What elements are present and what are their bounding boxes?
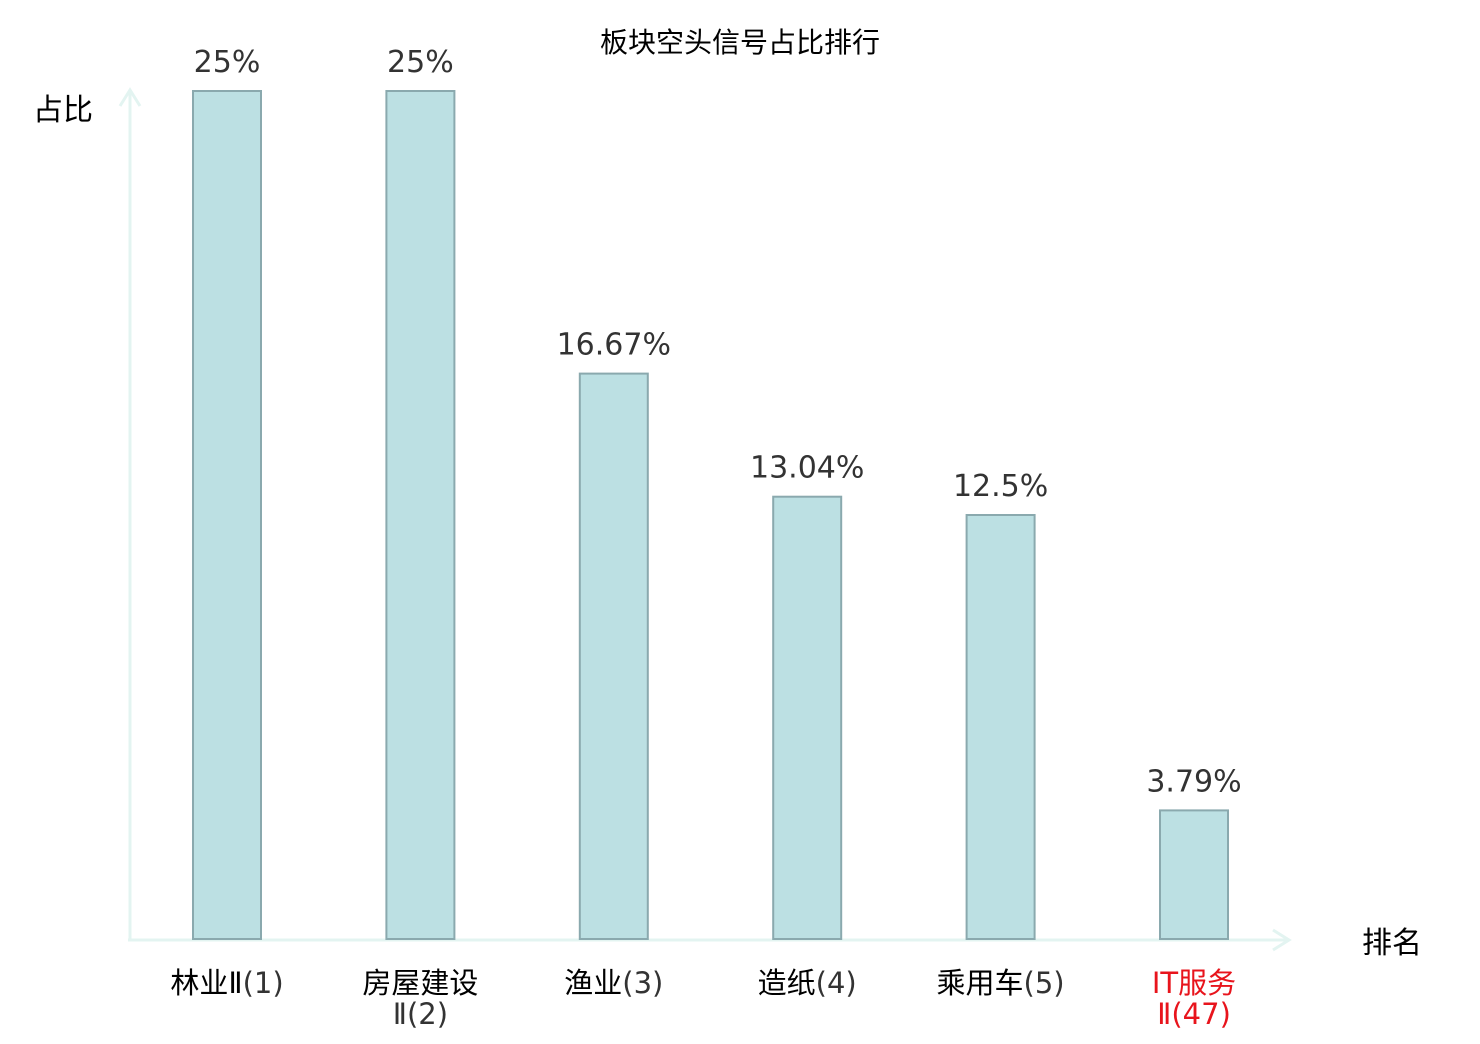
category-label: 渔业(3) (564, 966, 663, 1000)
category-name: 乘用车 (937, 966, 1024, 1000)
category-rank: (5) (1024, 966, 1065, 1000)
category-name: 林业Ⅱ (170, 966, 242, 1000)
y-axis-label: 占比 (33, 93, 93, 128)
category-label: 造纸(4) (758, 966, 857, 1000)
category-rank: Ⅱ(2) (393, 997, 448, 1031)
y-axis-arrow (118, 87, 142, 107)
value-label: 12.5% (953, 469, 1048, 504)
category-name: IT服务 (1152, 966, 1236, 1000)
category-label: 林业Ⅱ(1) (170, 966, 283, 1000)
category-name: 渔业 (564, 966, 622, 1000)
category-name: 造纸 (758, 966, 816, 1000)
bar (965, 514, 1036, 940)
category-rank: (1) (243, 966, 284, 1000)
value-label: 3.79% (1146, 764, 1241, 799)
category-rank: Ⅱ(47) (1157, 997, 1231, 1031)
bar (192, 90, 262, 940)
bar (772, 495, 843, 940)
category-rank: (3) (622, 966, 663, 1000)
value-label: 25% (387, 45, 454, 80)
category-label: 乘用车(5) (937, 966, 1065, 1000)
value-labels-group: 25% 25% 16.67% 13.04% 12.5% 3.79% (194, 45, 1242, 799)
value-label: 16.67% (557, 328, 671, 363)
category-label: 房屋建设 Ⅱ(2) (362, 966, 478, 1031)
bar (1159, 809, 1229, 941)
chart-title: 板块空头信号占比排行 (600, 26, 880, 59)
category-name: 房屋建设 (362, 966, 478, 1000)
category-labels-group: 林业Ⅱ(1) 房屋建设 Ⅱ(2) 渔业(3) 造纸(4) 乘用车(5) IT服务 Ⅱ(47) (170, 966, 1236, 1031)
bar (578, 372, 649, 941)
axes (118, 87, 1292, 952)
x-axis-label: 排名 (1362, 926, 1422, 961)
x-axis-arrow (1272, 928, 1292, 952)
bar (385, 90, 456, 940)
bars-group (192, 90, 1229, 941)
value-label: 13.04% (750, 451, 864, 486)
category-rank: (4) (816, 966, 857, 1000)
category-label: IT服务 Ⅱ(47) (1152, 966, 1236, 1031)
value-label: 25% (194, 45, 261, 80)
